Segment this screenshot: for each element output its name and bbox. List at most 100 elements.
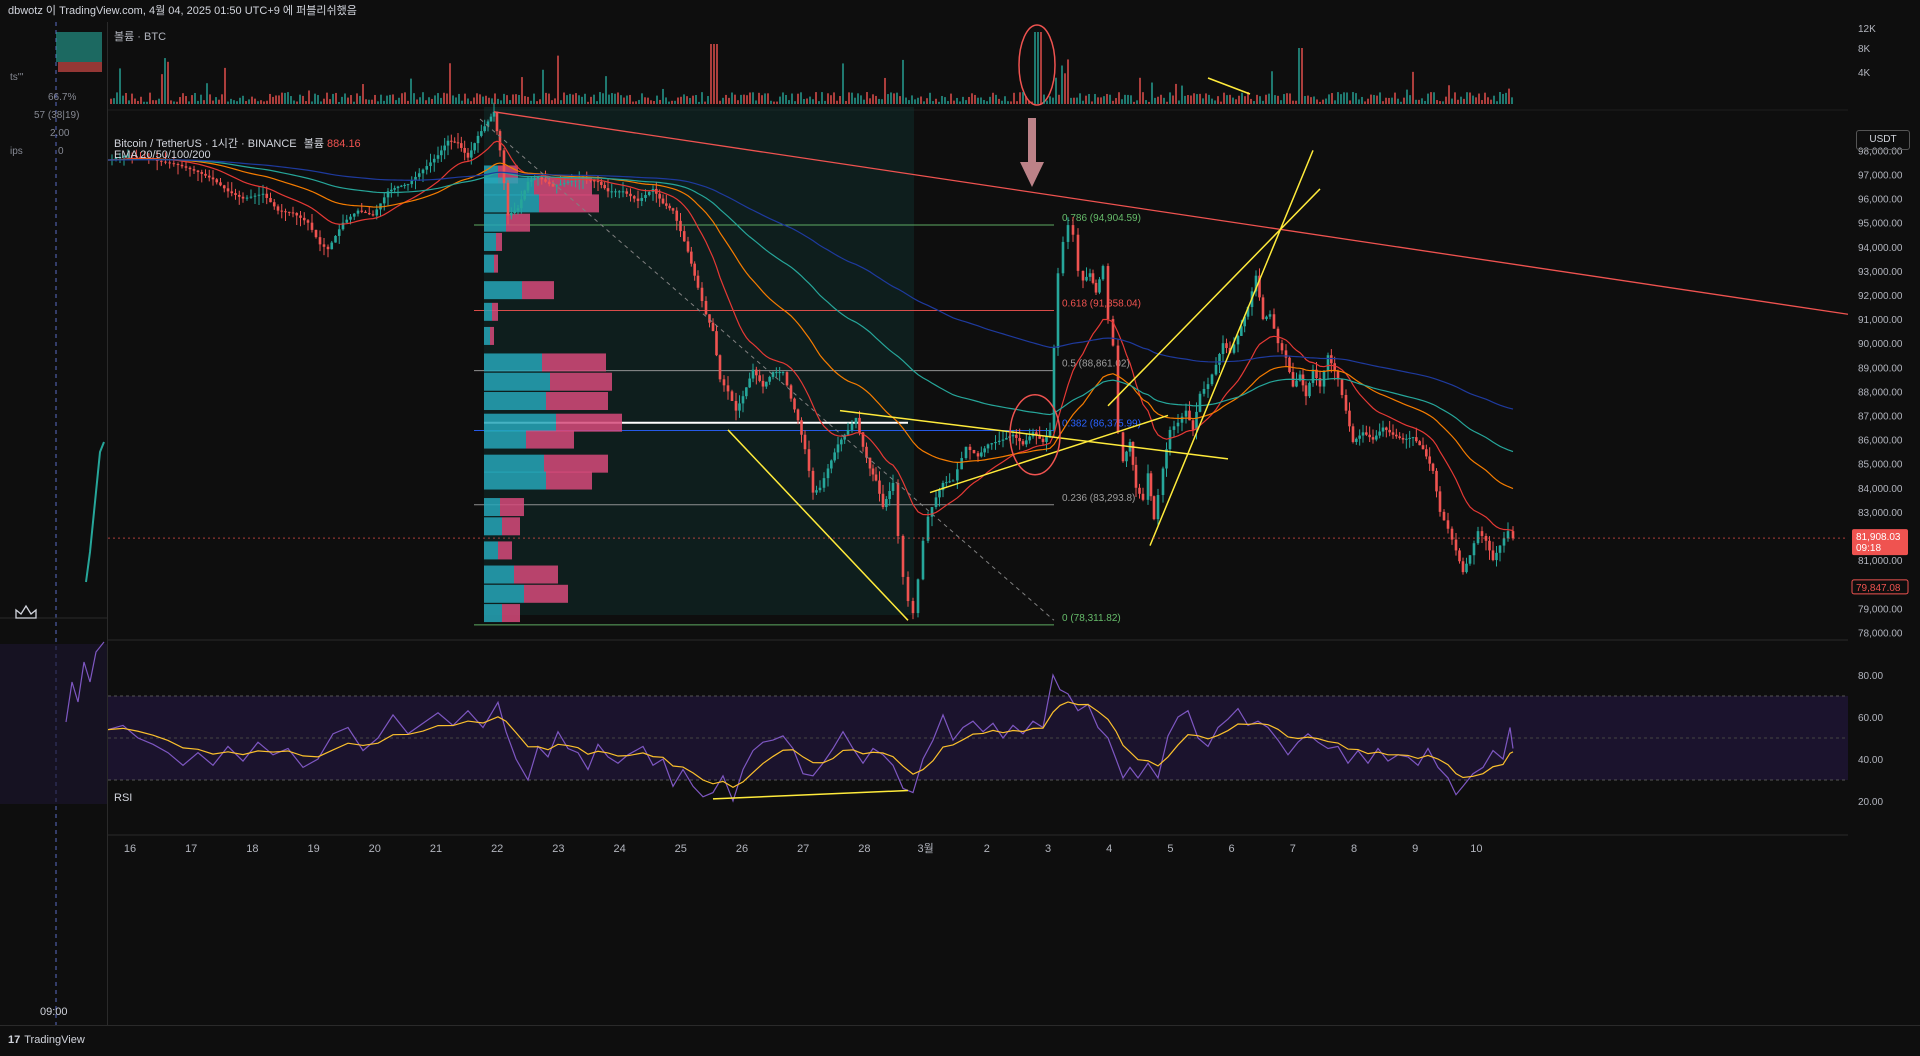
candle xyxy=(114,158,118,160)
volume-bar xyxy=(1424,100,1426,104)
volume-bar xyxy=(1127,94,1129,104)
candle xyxy=(1330,355,1333,364)
volume-bar xyxy=(1316,99,1318,104)
volume-bar xyxy=(842,63,844,104)
candle xyxy=(429,162,432,167)
volume-bar xyxy=(347,97,349,104)
volume-bar xyxy=(323,98,325,104)
volume-bar xyxy=(1277,95,1279,104)
price-axis[interactable]: 98,000.00 97,000.00 96,000.00 95,000.00 94,0… xyxy=(1848,22,1920,1025)
volume-bar xyxy=(281,92,283,104)
volume-bar xyxy=(206,83,208,104)
profile-bar-19 xyxy=(484,565,514,584)
volume-bar xyxy=(377,101,379,104)
candle xyxy=(1421,445,1425,450)
volume-bar xyxy=(728,97,730,104)
candle xyxy=(1311,369,1315,383)
volume-bar xyxy=(1187,94,1189,104)
volume-bar xyxy=(878,98,880,104)
volume-bar xyxy=(956,97,958,104)
candle xyxy=(1015,434,1018,438)
candle xyxy=(748,378,751,388)
candle xyxy=(926,516,930,541)
currency-button[interactable]: USDT xyxy=(1856,130,1910,150)
volume-bar xyxy=(1358,99,1360,104)
candle xyxy=(310,222,314,230)
volume-bar xyxy=(1304,96,1306,104)
x-tick-label: 3 xyxy=(1045,843,1051,855)
volume-bar xyxy=(236,101,238,104)
candle xyxy=(1180,416,1184,423)
candle xyxy=(1398,436,1401,438)
volume-bar xyxy=(593,94,595,104)
candle xyxy=(574,180,577,182)
volume-bar xyxy=(1445,96,1447,104)
volume-bar xyxy=(1079,93,1081,104)
volume-bar xyxy=(968,96,970,104)
candle xyxy=(502,150,506,183)
candle xyxy=(997,440,1001,442)
volume-bar xyxy=(224,67,226,104)
price-tick-label: 96,000.00 xyxy=(1858,195,1903,206)
publish-caption: dbwotz 이 TradingView.com, 4월 04, 2025 01… xyxy=(0,0,1920,22)
volume-bar xyxy=(965,100,967,104)
volume-bar xyxy=(1046,100,1048,104)
volume-bar xyxy=(287,92,289,104)
volume-bar xyxy=(998,98,1000,104)
price-tick-label: 89,000.00 xyxy=(1858,363,1903,374)
candle xyxy=(486,121,490,127)
volume-bar xyxy=(1235,99,1237,104)
volume-bar xyxy=(851,92,853,104)
volume-bar xyxy=(1196,94,1198,104)
candle xyxy=(551,184,555,187)
volume-bar xyxy=(1097,97,1099,104)
profile-bar-sell-3 xyxy=(506,213,530,232)
volume-bar xyxy=(359,95,361,104)
volume-bar xyxy=(1247,91,1249,104)
volume-bar xyxy=(152,100,154,104)
volume-bar xyxy=(479,94,481,104)
candle xyxy=(1498,545,1502,553)
candle xyxy=(951,480,955,482)
tradingview-brand[interactable]: 17 TradingView xyxy=(8,1034,85,1046)
volume-bar xyxy=(1109,94,1111,104)
candle xyxy=(1322,370,1326,387)
volume-bar xyxy=(620,95,622,104)
volume-bar xyxy=(434,95,436,104)
volume-bar xyxy=(1511,97,1513,104)
candle xyxy=(257,194,261,196)
main-chart-area[interactable]: 0.786 (94,904.59) 0.618 (91,358.04) 0.5 (8… xyxy=(107,22,1849,1025)
volume-bar xyxy=(1022,92,1024,104)
volume-bar xyxy=(578,95,580,104)
profile-bar-6 xyxy=(484,281,522,300)
volume-bar xyxy=(266,100,268,104)
volume-bar xyxy=(1148,101,1150,104)
yellow-line-4 xyxy=(1107,188,1321,407)
candle xyxy=(510,213,513,216)
yellow-line-3 xyxy=(929,414,1169,494)
candle xyxy=(921,540,925,580)
candle xyxy=(682,231,686,242)
candle xyxy=(172,163,176,165)
candle xyxy=(287,211,291,213)
volume-bar xyxy=(1391,97,1393,104)
candle xyxy=(647,191,651,195)
fib-label-2: 0.5 (88,861.02) xyxy=(1062,359,1130,370)
price-chart-svg[interactable]: 0.786 (94,904.59) 0.618 (91,358.04) 0.5 (8… xyxy=(107,22,1849,1025)
candle xyxy=(781,372,785,374)
rsi-legend: RSI xyxy=(114,792,133,804)
volume-bar xyxy=(1166,101,1168,104)
price-tick-label: 91,000.00 xyxy=(1858,315,1903,326)
symbol-legend: Bitcoin / TetherUS · 1시간 · BINANCE 볼륨 88… xyxy=(114,135,361,151)
volume-bar xyxy=(248,99,250,104)
candle xyxy=(865,446,868,458)
volume-bar xyxy=(740,94,742,104)
volume-bar xyxy=(1418,99,1420,104)
candle xyxy=(390,189,393,192)
candle xyxy=(818,487,822,491)
candle xyxy=(1202,388,1206,394)
profile-bar-10 xyxy=(484,372,550,391)
volume-bar xyxy=(1142,92,1144,104)
candle xyxy=(1438,491,1442,512)
candle xyxy=(1428,456,1431,464)
